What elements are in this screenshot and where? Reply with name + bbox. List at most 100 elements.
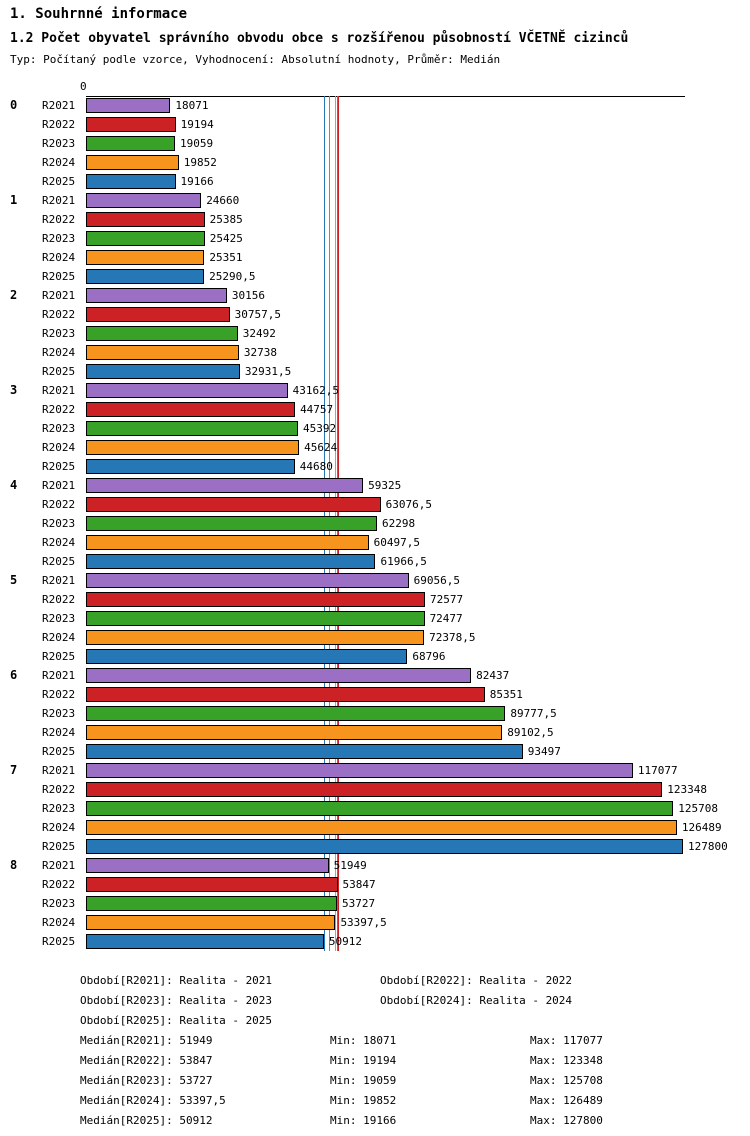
- chart-row: R2025 44680: [10, 457, 740, 476]
- bar-value-label: 19059: [180, 137, 214, 150]
- bar-R2022: [86, 782, 663, 797]
- bar-track: 125708: [86, 799, 740, 818]
- bar-track: 50912: [86, 932, 740, 951]
- series-label: R2022: [42, 403, 76, 416]
- group-index-label: [10, 362, 42, 381]
- chart-groups: 0 R2021 18071 R2022 19194 R2023 19059 R2024 1985…: [10, 96, 740, 951]
- group-index-label: [10, 533, 42, 552]
- group-index-label: 3: [10, 383, 18, 397]
- bar-value-label: 51949: [333, 859, 367, 872]
- chart-row: R2023 62298: [10, 514, 740, 533]
- bar-value-label: 19852: [183, 156, 217, 169]
- bar-R2022: [86, 212, 205, 227]
- chart-row: R2022 44757: [10, 400, 740, 419]
- bar-value-label: 32931,5: [244, 365, 292, 378]
- bar-track: 32738: [86, 343, 740, 362]
- bar-R2024: [86, 630, 425, 645]
- bar-R2024: [86, 440, 300, 455]
- chart-row: R2024 19852: [10, 153, 740, 172]
- group-index-label: [10, 457, 42, 476]
- bar-value-label: 45624: [304, 441, 338, 454]
- bar-R2025: [86, 554, 376, 569]
- group-index-label: 6: [10, 668, 18, 682]
- bar-value-label: 53847: [342, 878, 376, 891]
- group-index-label: [10, 324, 42, 343]
- group-index-label: [10, 552, 42, 571]
- bar-R2024: [86, 535, 369, 550]
- bar-R2025: [86, 364, 240, 379]
- bar-R2023: [86, 801, 674, 816]
- series-label: R2021: [42, 384, 76, 397]
- series-label: R2024: [42, 156, 76, 169]
- legend-max: Max: 123348: [530, 1054, 603, 1067]
- bar-R2021: [86, 478, 364, 493]
- chart-row: 8 R2021 51949: [10, 856, 740, 875]
- series-label: R2022: [42, 783, 76, 796]
- chart-row: R2023 45392: [10, 419, 740, 438]
- group-index-label: 2: [10, 288, 18, 302]
- chart-row: 6 R2021 82437: [10, 666, 740, 685]
- series-label: R2023: [42, 232, 76, 245]
- bar-value-label: 32492: [242, 327, 276, 340]
- legend: Období[R2021]: Realita - 2021 Období[R20…: [10, 975, 740, 1126]
- legend-median: Medián[R2022]: 53847: [80, 1054, 213, 1067]
- series-label: R2024: [42, 726, 76, 739]
- chart-row: 1 R2021 24660: [10, 191, 740, 210]
- bar-track: 32931,5: [86, 362, 740, 381]
- group-index-label: [10, 153, 42, 172]
- bar-value-label: 93497: [527, 745, 561, 758]
- series-label: R2024: [42, 441, 76, 454]
- group-index-label: 5: [10, 573, 18, 587]
- bar-R2025: [86, 934, 324, 949]
- series-label: R2025: [42, 365, 76, 378]
- series-label: R2023: [42, 707, 76, 720]
- series-label: R2024: [42, 916, 76, 929]
- bar-R2022: [86, 877, 338, 892]
- chart-row: R2024 53397,5: [10, 913, 740, 932]
- group-index-label: [10, 647, 42, 666]
- bar-track: 19194: [86, 115, 740, 134]
- chart-row: 5 R2021 69056,5: [10, 571, 740, 590]
- legend-max: Max: 127800: [530, 1114, 603, 1127]
- bar-value-label: 45392: [303, 422, 337, 435]
- chart-row: R2023 125708: [10, 799, 740, 818]
- bar-value-label: 72577: [430, 593, 464, 606]
- series-label: R2023: [42, 897, 76, 910]
- series-label: R2021: [42, 859, 76, 872]
- series-label: R2021: [42, 764, 76, 777]
- bar-value-label: 89102,5: [507, 726, 554, 739]
- group-index-label: [10, 609, 42, 628]
- legend-min: Min: 18071: [330, 1034, 397, 1047]
- bar-track: 61966,5: [86, 552, 740, 571]
- bar-track: 59325: [86, 476, 740, 495]
- bar-track: 62298: [86, 514, 740, 533]
- chart-row: R2024 32738: [10, 343, 740, 362]
- chart-row: R2022 30757,5: [10, 305, 740, 324]
- bar-R2022: [86, 117, 176, 132]
- legend-min: Min: 19194: [330, 1054, 397, 1067]
- legend-median: Medián[R2021]: 51949: [80, 1034, 213, 1047]
- bar-track: 43162,5: [86, 381, 740, 400]
- group-index-label: [10, 590, 42, 609]
- legend-period: Období[R2025]: Realita - 2025: [80, 1014, 273, 1027]
- chart-row: 0 R2021 18071: [10, 96, 740, 115]
- bar-R2023: [86, 516, 378, 531]
- group-index-label: 1: [10, 193, 18, 207]
- bar-value-label: 53397,5: [340, 916, 387, 929]
- bar-R2024: [86, 915, 336, 930]
- chart-row: R2025 32931,5: [10, 362, 740, 381]
- bar-track: 30156: [86, 286, 740, 305]
- group-index-label: [10, 267, 42, 286]
- series-label: R2022: [42, 308, 76, 321]
- bar-value-label: 61966,5: [380, 555, 427, 568]
- chart-row: R2025 61966,5: [10, 552, 740, 571]
- group-index-label: [10, 628, 42, 647]
- group-index-label: [10, 115, 42, 134]
- bar-R2024: [86, 820, 677, 835]
- bar-track: 117077: [86, 761, 740, 780]
- bar-track: 25385: [86, 210, 740, 229]
- legend-period: Období[R2021]: Realita - 2021: [80, 974, 273, 987]
- bar-R2023: [86, 231, 205, 246]
- series-label: R2021: [42, 574, 76, 587]
